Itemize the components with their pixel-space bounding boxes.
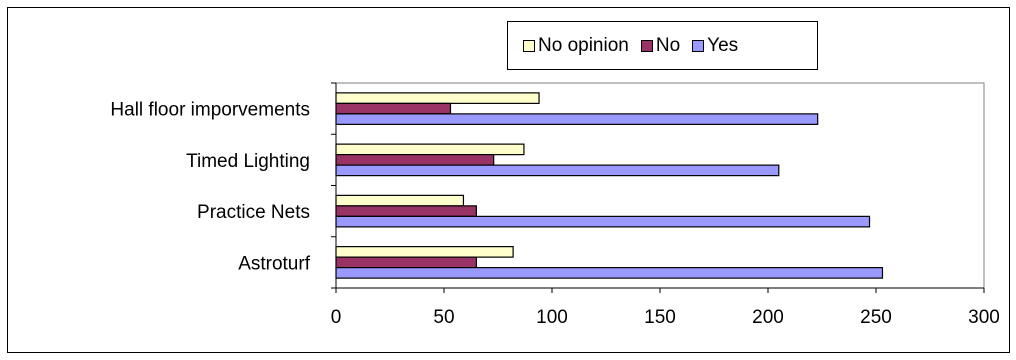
bar-no-astroturf xyxy=(335,256,477,269)
bar-no-practice-nets xyxy=(335,205,477,217)
bar-no-opinion-astroturf xyxy=(335,246,514,258)
bar-no-hall-floor-imporvements xyxy=(335,102,452,115)
bar-yes-astroturf xyxy=(335,267,884,279)
legend-item: Yes xyxy=(692,35,738,57)
legend-swatch xyxy=(692,39,705,52)
legend: No opinion No Yes xyxy=(507,21,818,70)
x-tick-label: 100 xyxy=(536,307,568,328)
bar-no-opinion-hall-floor-imporvements xyxy=(335,92,540,104)
category-label: Astroturf xyxy=(238,253,311,274)
legend-item: No xyxy=(640,34,681,57)
x-tick-label: 50 xyxy=(433,307,454,328)
legend-swatch xyxy=(640,39,653,52)
bar-yes-timed-lighting xyxy=(335,164,780,177)
category-label: Timed Lighting xyxy=(186,151,310,172)
x-tick-label: 0 xyxy=(331,307,342,328)
legend-label: No opinion xyxy=(538,34,629,56)
legend-label: Yes xyxy=(707,34,739,56)
legend-item: No opinion xyxy=(523,35,629,57)
bar-yes-hall-floor-imporvements xyxy=(335,113,819,125)
bar-no-opinion-practice-nets xyxy=(335,194,465,207)
category-label: Hall floor imporvements xyxy=(110,100,310,121)
category-label: Practice Nets xyxy=(197,202,310,223)
x-tick-label: 150 xyxy=(644,307,676,328)
legend-label: No xyxy=(655,34,681,56)
x-tick-label: 300 xyxy=(968,307,1000,328)
bar-no-opinion-timed-lighting xyxy=(335,143,525,156)
legend-swatch xyxy=(523,39,535,52)
x-tick-label: 200 xyxy=(752,307,784,328)
x-tick-label: 250 xyxy=(860,307,892,328)
bar-no-timed-lighting xyxy=(335,154,495,166)
bar-yes-practice-nets xyxy=(335,215,871,228)
